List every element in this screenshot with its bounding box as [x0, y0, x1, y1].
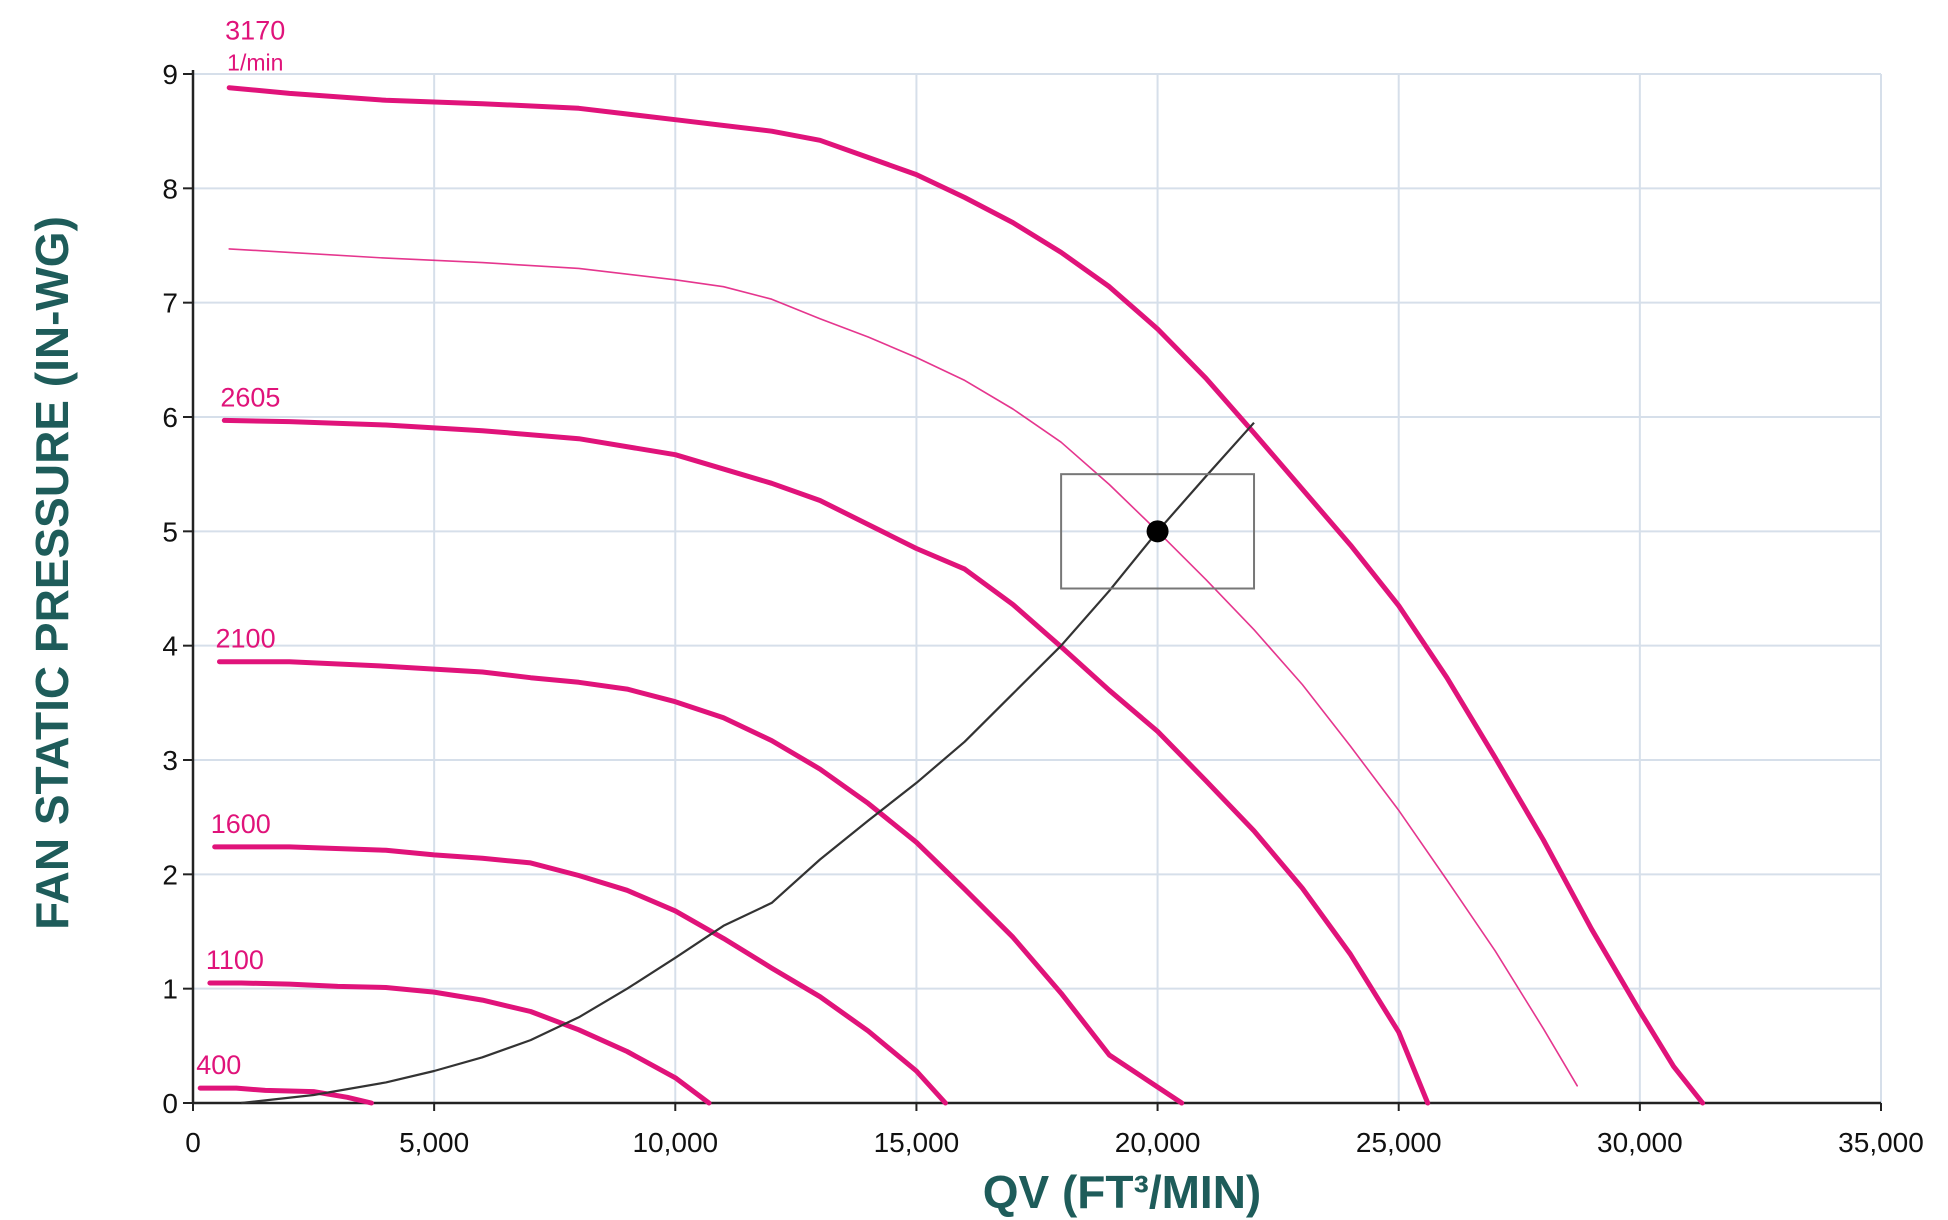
x-tick-label: 20,000 — [1115, 1127, 1201, 1158]
tolerance-box — [1060, 473, 1256, 590]
fan-curve-400 — [197, 1085, 374, 1106]
labels: QV (FT³/MIN) FAN STATIC PRESSURE (IN-WG)… — [26, 16, 1261, 1218]
series — [197, 85, 1706, 1106]
x-tick-label: 15,000 — [874, 1127, 960, 1158]
operating-point — [1146, 520, 1169, 543]
fan-curve-1600 — [212, 844, 948, 1106]
fan-curve-intermediate — [228, 248, 1578, 1087]
y-tick-label: 1 — [162, 974, 178, 1005]
curve-label-3170: 3170 — [225, 16, 285, 46]
fan-curve-3170 — [226, 85, 1706, 1106]
y-tick-label: 6 — [162, 402, 178, 433]
curve-label-1600: 1600 — [211, 809, 271, 839]
curve-label-2100: 2100 — [216, 624, 276, 654]
y-tick-label: 7 — [162, 288, 178, 319]
y-axis-title: FAN STATIC PRESSURE (IN-WG) — [26, 216, 78, 930]
speed-unit-label: 1/min — [227, 50, 283, 76]
grid — [193, 73, 1882, 1103]
x-tick-label: 0 — [185, 1127, 201, 1158]
fan-curve-2605 — [221, 417, 1431, 1106]
curve-label-400: 400 — [196, 1050, 241, 1080]
y-tick-label: 3 — [162, 745, 178, 776]
y-tick-label: 0 — [162, 1088, 178, 1119]
x-tick-label: 25,000 — [1356, 1127, 1442, 1158]
fan-curve-1100 — [207, 980, 712, 1106]
y-tick-label: 4 — [162, 631, 178, 662]
x-axis-title: QV (FT³/MIN) — [983, 1166, 1262, 1218]
x-tick-label: 5,000 — [399, 1127, 469, 1158]
y-tick-label: 8 — [162, 173, 178, 204]
axes: 0 5,000 10,000 15,000 20,000 25,000 30,000 35,0… — [162, 59, 1923, 1158]
fan-curve-2100 — [217, 659, 1185, 1106]
y-tick-label: 5 — [162, 516, 178, 547]
y-tick-label: 2 — [162, 859, 178, 890]
annotations — [1060, 473, 1256, 590]
y-tick-label: 9 — [162, 59, 178, 90]
curve-label-1100: 1100 — [206, 945, 264, 975]
curve-label-2605: 2605 — [220, 382, 280, 412]
x-tick-label: 10,000 — [632, 1127, 718, 1158]
system-curve — [241, 421, 1255, 1105]
x-tick-label: 30,000 — [1597, 1127, 1683, 1158]
x-tick-label: 35,000 — [1838, 1127, 1924, 1158]
